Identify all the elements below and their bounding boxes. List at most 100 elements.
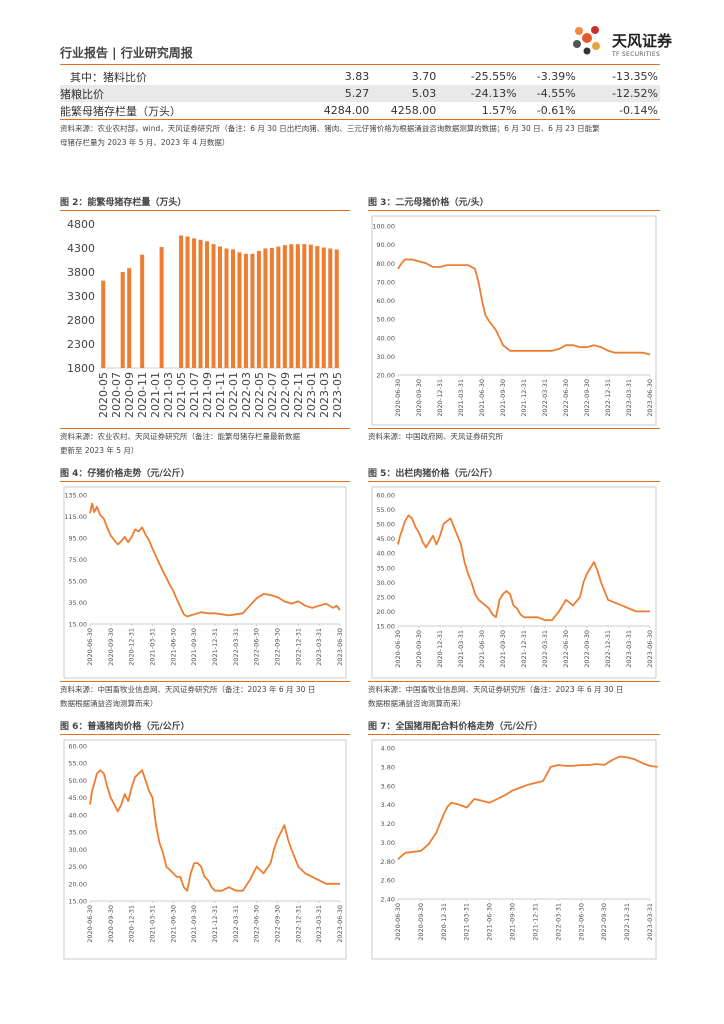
bar xyxy=(321,247,326,368)
x-tick-label: 2022-03-31 xyxy=(232,628,240,666)
x-tick-label: 2020-09-30 xyxy=(415,379,423,417)
y-tick-label: 3300 xyxy=(67,290,95,303)
fig6-line-chart: 15.00 20.00 25.00 30.00 35.00 40.00 45.00 50.00… xyxy=(63,739,347,960)
x-tick-label: 2021-06-30 xyxy=(169,905,177,943)
bar xyxy=(295,244,300,368)
bar xyxy=(211,244,216,368)
cell: 5.27 xyxy=(266,85,370,102)
y-tick-label: 100.00 xyxy=(372,223,395,231)
y-tick-label: 60.00 xyxy=(376,297,395,305)
fig6-title: 图 6：普通猪肉价格（元/公斤） xyxy=(60,722,190,732)
x-tick-label: 2021-03-31 xyxy=(149,905,157,943)
cell: -24.13% xyxy=(436,85,517,102)
x-tick-label: 2022-06-30 xyxy=(562,630,570,668)
y-tick-label: 20.00 xyxy=(68,880,87,888)
y-tick-label: 1800 xyxy=(67,362,95,375)
bar xyxy=(140,254,145,368)
x-tick-label: 2021-03-31 xyxy=(457,630,465,668)
x-tick-label: 2021-06-30 xyxy=(478,630,486,668)
bar xyxy=(185,236,190,368)
cell: 5.03 xyxy=(369,85,437,102)
series-line xyxy=(89,502,341,618)
x-tick-label: 2022-09-30 xyxy=(274,905,282,943)
x-tick-label: 2022-06-30 xyxy=(253,628,261,666)
y-tick-label: 15.00 xyxy=(68,621,87,629)
x-tick-label: 2023-06-30 xyxy=(646,379,654,417)
y-tick-label: 35.00 xyxy=(68,599,87,607)
source-line: 资料来源：农业农村部，wind，天风证券研究所（备注：6 月 30 日出栏肉猪、… xyxy=(60,124,600,133)
x-tick-label: 2021-09-30 xyxy=(190,628,198,666)
source-line: 更新至 2023 年 5 月） xyxy=(60,446,139,456)
x-tick-label: 2021-09-30 xyxy=(499,379,507,417)
x-tick-label: 2021-03-31 xyxy=(463,903,471,941)
y-tick-label: 135.00 xyxy=(64,492,87,500)
bar xyxy=(282,245,287,368)
y-tick-label: 25.00 xyxy=(68,863,87,871)
y-tick-label: 60.00 xyxy=(68,743,87,751)
cell: 3.70 xyxy=(411,70,437,83)
x-tick-label: 2021-03-31 xyxy=(149,628,157,666)
bar xyxy=(256,250,261,368)
logo-text-en: TF SECURITIES xyxy=(612,51,661,58)
y-tick-label: 55.00 xyxy=(68,578,87,586)
bar xyxy=(230,249,235,368)
series-line xyxy=(397,258,651,356)
bar xyxy=(237,252,242,368)
fig3-source: 资料来源：中国政府网、天风证券研究所 xyxy=(368,430,660,444)
bar xyxy=(328,248,333,368)
fig3-title: 图 3：二元母猪价格（元/头） xyxy=(368,198,489,208)
y-tick-label: 70.00 xyxy=(376,278,395,286)
bar xyxy=(101,280,106,368)
x-tick-label: 2020-07 xyxy=(110,372,123,418)
fig2-rule xyxy=(60,210,350,211)
fig2-source: 资料来源：农业农村、天风证券研究所（备注：能繁母猪存栏量最新数据 更新至 202… xyxy=(60,430,350,459)
y-tick-label: 40.00 xyxy=(68,811,87,819)
source-line: 资料来源：中国政府网、天风证券研究所 xyxy=(368,432,503,441)
fig5-rule xyxy=(368,481,660,482)
y-tick-label: 4800 xyxy=(67,218,95,231)
x-tick-label: 2022-03-31 xyxy=(554,903,562,941)
x-tick-label: 2022-09-30 xyxy=(583,379,591,417)
price-comparison-table: 其中：猪料比价 3.83 3.70 -25.55% -3.39% -13.35%… xyxy=(60,68,660,120)
fig5-bottom-rule xyxy=(368,681,660,682)
x-tick-label: 2022-09-30 xyxy=(600,903,608,941)
x-tick-label: 2020-06-30 xyxy=(394,630,402,668)
x-tick-label: 2021-12-31 xyxy=(211,905,219,943)
bar xyxy=(302,244,307,368)
x-tick-label: 2020-06-30 xyxy=(86,628,94,666)
x-tick-label: 2020-06-30 xyxy=(394,379,402,417)
fig7-line-chart: 2.40 2.60 2.80 3.00 3.20 3.40 3.60 3.80 4.00 2020… xyxy=(371,739,658,960)
x-tick-label: 2023-03-31 xyxy=(315,628,323,666)
y-tick-label: 30.00 xyxy=(376,579,395,587)
x-tick-label: 2021-01 xyxy=(149,372,162,418)
x-tick-label: 2021-06-30 xyxy=(486,903,494,941)
y-tick-label: 50.00 xyxy=(376,521,395,529)
plot-frame xyxy=(371,215,657,426)
x-tick-label: 2022-07 xyxy=(266,372,279,418)
cell: -12.52% xyxy=(575,85,660,102)
row-label: 能繁母猪存栏量（万头） xyxy=(60,102,266,120)
x-tick-label: 2022-12-31 xyxy=(623,903,631,941)
x-tick-label: 2023-01 xyxy=(305,372,318,418)
bar xyxy=(289,244,294,368)
series-line xyxy=(397,755,658,861)
fig4-bottom-rule xyxy=(60,681,350,682)
x-tick-label: 2022-09-30 xyxy=(274,628,282,666)
logo-flower-icon xyxy=(573,26,600,55)
cell: -25.55% xyxy=(470,70,517,83)
x-tick-label: 2021-03 xyxy=(162,372,175,418)
table-row: 能繁母猪存栏量（万头） 4284.00 4258.00 1.57% -0.61%… xyxy=(60,102,660,120)
x-tick-label: 2023-06-30 xyxy=(646,630,654,668)
x-tick-label: 2020-11 xyxy=(136,372,149,418)
fig3-rule xyxy=(368,210,660,211)
plot-frame xyxy=(63,486,347,679)
x-tick-label: 2020-09-30 xyxy=(415,630,423,668)
source-line: 数据根据涌益咨询测算而来） xyxy=(60,699,158,709)
x-tick-label: 2020-12-31 xyxy=(128,905,136,943)
x-tick-label: 2020-12-31 xyxy=(436,379,444,417)
y-tick-label: 75.00 xyxy=(68,556,87,564)
x-tick-label: 2023-03-31 xyxy=(315,905,323,943)
y-tick-label: 20.00 xyxy=(376,608,395,616)
x-tick-label: 2021-12-31 xyxy=(531,903,539,941)
plot-frame xyxy=(371,739,657,960)
